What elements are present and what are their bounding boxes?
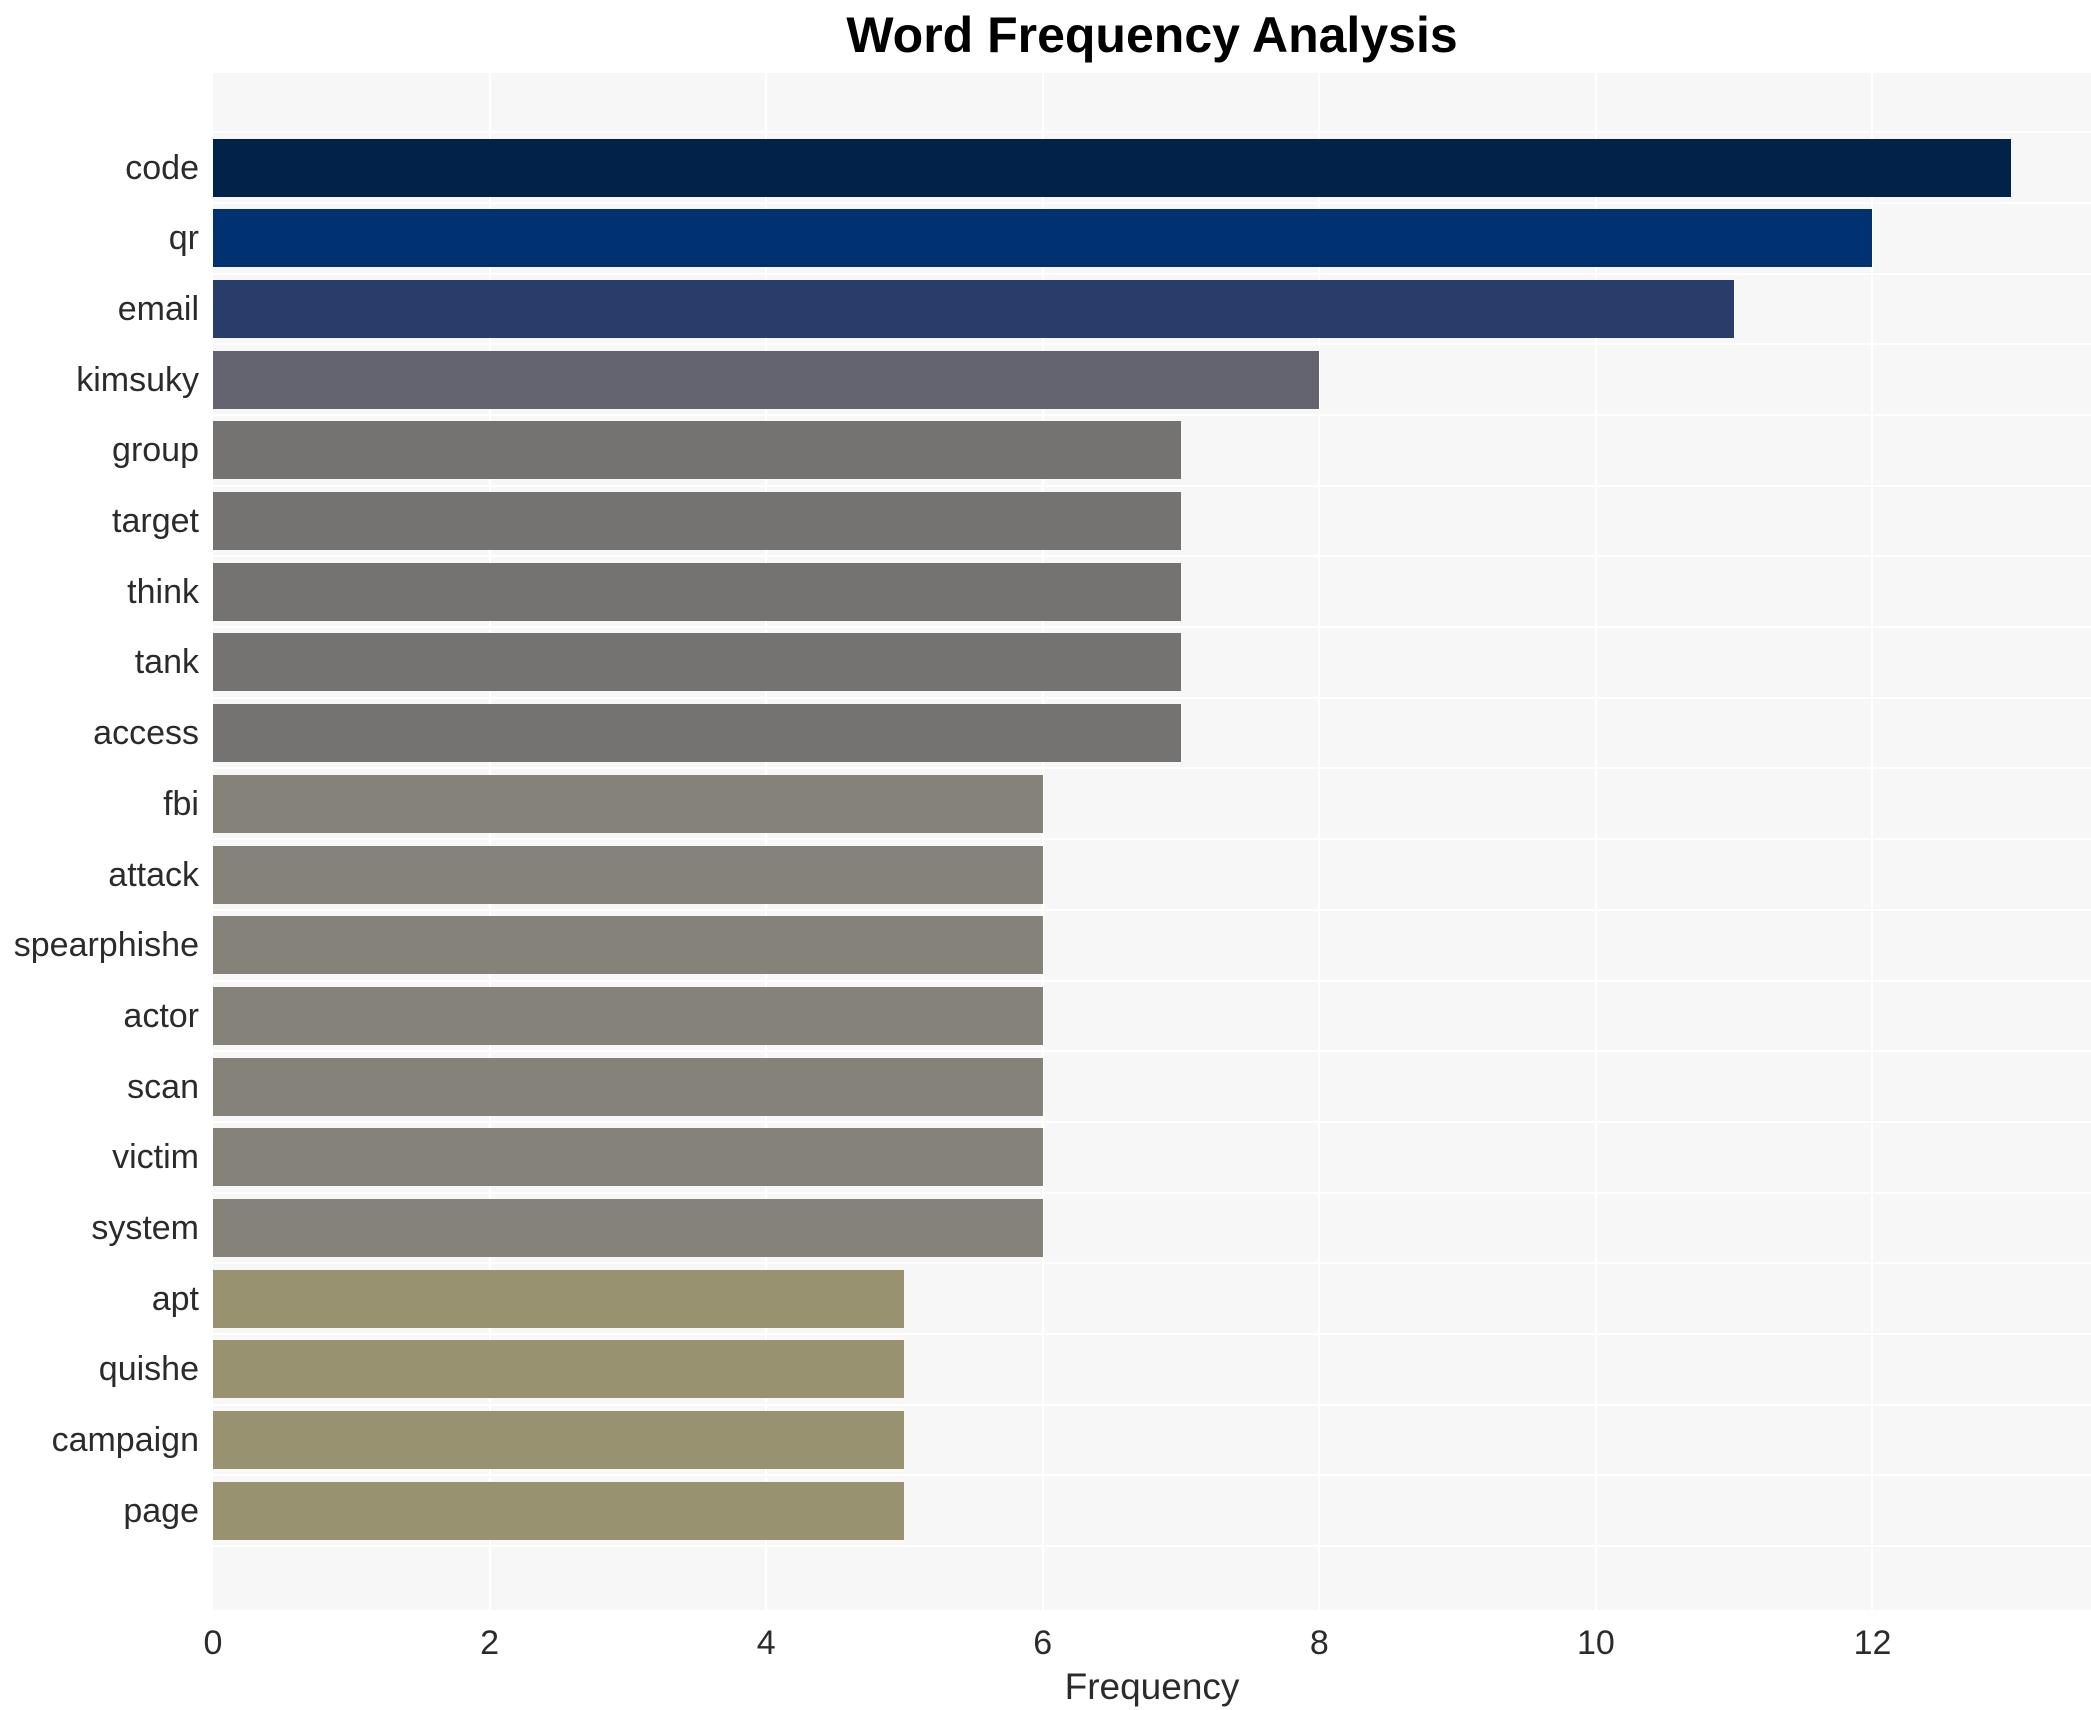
x-tick-label-10: 10 [1576, 1624, 1615, 1662]
chart-title: Word Frequency Analysis [846, 7, 1458, 63]
y-tick-label-actor: actor [123, 996, 199, 1035]
category-separator [213, 413, 2091, 416]
bar-fbi [213, 774, 1043, 833]
bar-attack [213, 845, 1043, 904]
y-tick-label-campaign: campaign [51, 1421, 199, 1460]
category-separator [213, 343, 2091, 346]
category-separator [213, 272, 2091, 275]
x-gridline-10 [1594, 73, 1597, 1610]
category-separator [213, 201, 2091, 204]
y-tick-label-apt: apt [151, 1279, 199, 1318]
bar-qr [213, 209, 1873, 268]
category-separator [213, 1333, 2091, 1336]
category-separator [213, 696, 2091, 699]
category-separator [213, 555, 2091, 558]
x-gridline-4 [765, 73, 768, 1610]
category-separator [213, 626, 2091, 629]
bar-target [213, 492, 1182, 550]
x-tick-label-8: 8 [1309, 1624, 1329, 1662]
category-separator [213, 1120, 2091, 1123]
bar-group [213, 421, 1182, 480]
y-tick-label-think: think [127, 572, 199, 611]
category-separator [213, 1474, 2091, 1477]
x-gridline-8 [1318, 73, 1321, 1610]
bar-email [213, 279, 1735, 338]
y-tick-label-email: email [117, 289, 199, 328]
plot-area [213, 73, 2091, 1610]
bar-apt [213, 1269, 905, 1328]
y-tick-label-qr: qr [168, 219, 199, 258]
y-tick-label-scan: scan [127, 1067, 199, 1106]
category-separator [213, 1403, 2091, 1406]
y-tick-label-access: access [93, 714, 199, 753]
y-tick-label-page: page [123, 1491, 199, 1530]
category-separator [213, 131, 2091, 134]
bar-tank [213, 633, 1182, 692]
y-tick-label-tank: tank [134, 643, 199, 682]
category-separator [213, 484, 2091, 487]
x-gridline-2 [488, 73, 491, 1610]
x-tick-label-12: 12 [1853, 1624, 1892, 1662]
x-tick-label-6: 6 [1033, 1624, 1053, 1662]
category-separator [213, 767, 2091, 770]
x-tick-label-2: 2 [480, 1624, 500, 1662]
bar-kimsuky [213, 350, 1320, 409]
bar-campaign [213, 1411, 905, 1470]
category-separator [213, 908, 2091, 911]
category-separator [213, 838, 2091, 841]
bar-quishe [213, 1340, 905, 1399]
x-gridline-12 [1871, 73, 1874, 1610]
y-tick-label-fbi: fbi [163, 784, 199, 823]
y-tick-label-victim: victim [112, 1138, 199, 1177]
bar-scan [213, 1057, 1043, 1116]
bar-code [213, 138, 2011, 197]
category-separator [213, 1191, 2091, 1194]
bar-victim [213, 1128, 1043, 1187]
bar-spearphishe [213, 916, 1043, 975]
bar-think [213, 562, 1182, 621]
bar-system [213, 1199, 1043, 1257]
x-gridline-6 [1041, 73, 1044, 1610]
y-tick-label-code: code [125, 148, 199, 187]
category-separator [213, 1050, 2091, 1053]
bar-actor [213, 986, 1043, 1045]
y-tick-label-spearphishe: spearphishe [13, 926, 199, 965]
x-tick-label-0: 0 [203, 1624, 223, 1662]
y-tick-label-system: system [91, 1209, 199, 1247]
y-tick-label-quishe: quishe [98, 1350, 199, 1389]
y-tick-label-group: group [112, 431, 199, 470]
category-separator [213, 1262, 2091, 1265]
y-tick-label-attack: attack [108, 855, 199, 894]
x-tick-label-4: 4 [756, 1624, 776, 1662]
y-tick-label-kimsuky: kimsuky [76, 360, 199, 399]
y-tick-label-target: target [112, 502, 199, 540]
x-axis-title: Frequency [1064, 1666, 1240, 1707]
category-separator [213, 979, 2091, 982]
bar-access [213, 704, 1182, 763]
category-separator [213, 1545, 2091, 1548]
bar-page [213, 1481, 905, 1540]
